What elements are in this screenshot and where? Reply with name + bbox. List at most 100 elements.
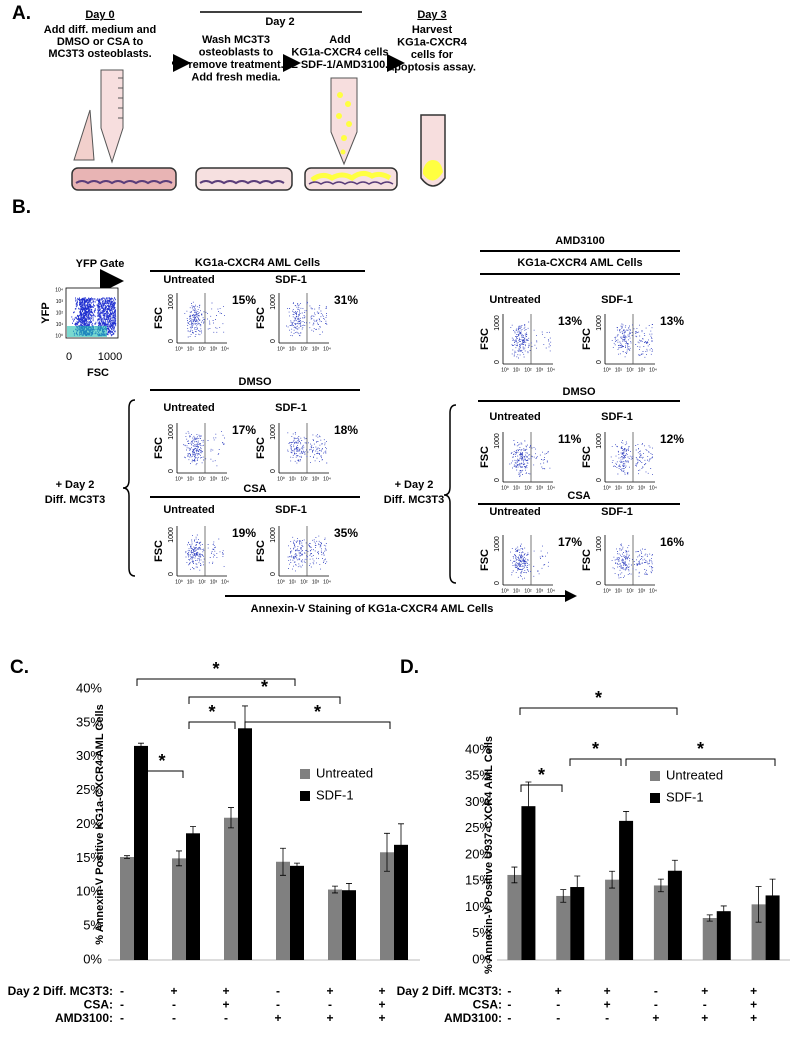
flow-xtick: 10¹ — [187, 579, 195, 585]
gate-ytick: 10² — [56, 310, 64, 316]
flow-xtick: 10⁰ — [603, 588, 611, 594]
bar — [290, 865, 304, 960]
significance-label: * — [158, 751, 165, 771]
y-tick-label: 25% — [76, 782, 102, 797]
step-text: cells for — [411, 49, 454, 61]
flow-ytick: 1000 — [270, 294, 277, 310]
scatter-dots — [510, 543, 549, 580]
flow-ytick: 1000 — [270, 424, 277, 440]
plot-percent: 12% — [660, 432, 684, 446]
bar — [380, 852, 394, 960]
flow-ytick: 0 — [596, 360, 603, 364]
condition-value: + — [750, 998, 757, 1012]
plot-title: Untreated — [489, 411, 540, 423]
bar — [507, 874, 522, 960]
gate-low-band — [67, 326, 107, 337]
error-bar — [384, 832, 390, 872]
step-text: Add — [329, 34, 350, 46]
plot-percent: 18% — [334, 423, 358, 437]
plot-title: Untreated — [163, 402, 214, 414]
flow-ytick: 0 — [596, 581, 603, 585]
flow-xtick: 10⁰ — [603, 485, 611, 491]
flow-xtick: 10¹ — [289, 346, 297, 352]
gate-xtick: 0 — [66, 351, 72, 363]
flow-xtick: 10⁴ — [221, 476, 229, 482]
error-bar — [398, 823, 404, 867]
flow-xtick: 10⁰ — [175, 476, 183, 482]
flow-xtick: 10¹ — [289, 579, 297, 585]
step-text: Add fresh media. — [191, 71, 280, 83]
error-bar — [525, 781, 532, 831]
flow-ylabel: FSC — [479, 549, 491, 571]
flow-xtick: 10² — [524, 588, 532, 594]
panel-label: D. — [400, 657, 419, 678]
flow-ytick: 0 — [168, 572, 175, 576]
bar — [570, 887, 585, 960]
flow-ylabel: FSC — [581, 328, 593, 350]
flow-plot-area — [177, 293, 227, 343]
condition-value: - — [120, 984, 124, 998]
plot-percent: 35% — [334, 526, 358, 540]
flow-xtick: 10⁴ — [649, 485, 657, 491]
significance-bracket — [519, 707, 678, 715]
flow-xtick: 10³ — [210, 579, 218, 585]
error-bar — [332, 885, 338, 894]
y-tick-label: 0% — [83, 951, 102, 966]
legend-swatch — [650, 771, 660, 781]
flow-ytick: 1000 — [596, 315, 603, 331]
legend-label: Untreated — [316, 765, 373, 780]
condition-value: - — [172, 998, 176, 1012]
bar — [342, 890, 356, 960]
group-header: AMD3100 — [555, 235, 605, 247]
significance-bracket — [188, 696, 341, 704]
bar — [134, 745, 148, 960]
legend-swatch — [300, 769, 310, 779]
condition-label: AMD3100: — [55, 1011, 113, 1025]
scatter-dots — [287, 432, 328, 464]
error-bar — [720, 905, 727, 917]
flow-ylabel: FSC — [153, 307, 165, 329]
flow-xtick: 10⁰ — [175, 346, 183, 352]
error-bar — [346, 883, 352, 898]
bar — [605, 879, 620, 960]
flow-ytick: 0 — [494, 360, 501, 364]
condition-label: AMD3100: — [444, 1011, 502, 1025]
condition-label: CSA: — [473, 998, 502, 1012]
flow-xtick: 10³ — [638, 588, 646, 594]
flow-ytick: 1000 — [494, 315, 501, 331]
flow-ylabel: FSC — [255, 307, 267, 329]
flow-xtick: 10² — [198, 346, 206, 352]
gate-xlabel: FSC — [87, 367, 109, 379]
error-bar — [511, 866, 518, 884]
error-bar — [755, 886, 762, 923]
plot-title: SDF-1 — [601, 294, 633, 306]
group-header: CSA — [567, 490, 590, 502]
bar — [556, 895, 571, 960]
group-header: DMSO — [239, 376, 272, 388]
gate-title: YFP Gate — [76, 258, 125, 270]
flow-plot-area — [605, 314, 655, 364]
error-bar — [190, 826, 196, 841]
flow-xtick: 10¹ — [289, 476, 297, 482]
condition-value: - — [556, 998, 560, 1012]
bar — [328, 889, 342, 960]
step-text: osteoblasts to — [199, 46, 274, 58]
flow-xtick: 10³ — [210, 346, 218, 352]
y-axis-label: % Annexin-V Positive KG1a-CXCR4 AML Cell… — [94, 704, 106, 944]
flow-plot-area — [605, 535, 655, 585]
flow-xtick: 10⁴ — [649, 367, 657, 373]
flow-xtick: 10³ — [536, 588, 544, 594]
flow-xtick: 10⁴ — [323, 476, 331, 482]
y-tick-label: 20% — [465, 846, 491, 861]
step-text: Wash MC3T3 — [202, 34, 270, 46]
error-bar — [706, 914, 713, 922]
significance-bracket — [140, 770, 184, 778]
flow-xtick: 10⁴ — [547, 485, 555, 491]
condition-value: + — [222, 998, 229, 1012]
flow-ylabel: FSC — [479, 446, 491, 468]
condition-value: + — [604, 984, 611, 998]
flow-xtick: 10³ — [536, 367, 544, 373]
step-text: ± SDF-1/AMD3100. — [292, 59, 389, 71]
legend-label: Untreated — [666, 767, 723, 782]
error-bar — [176, 850, 182, 867]
